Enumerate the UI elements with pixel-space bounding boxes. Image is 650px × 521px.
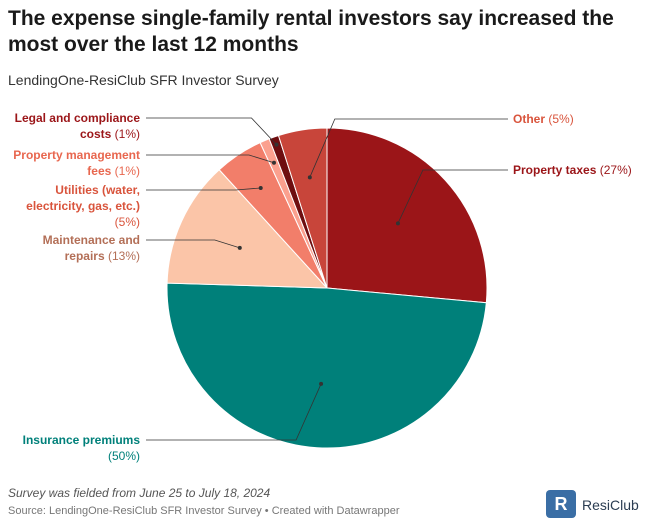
slice-value: (27%)	[599, 163, 632, 177]
slice-label: Legal and compliance costs (1%)	[4, 110, 140, 142]
slice-label: Utilities (water, electricity, gas, etc.…	[4, 182, 140, 230]
leader-line	[397, 169, 508, 224]
slice-label: Other (5%)	[513, 111, 648, 127]
leader-dot	[271, 160, 276, 165]
note: Survey was fielded from June 25 to July …	[8, 486, 271, 500]
leader-line	[146, 154, 275, 164]
leader-dot	[258, 185, 263, 190]
leader-dot	[237, 245, 242, 250]
svg-text:R: R	[555, 494, 568, 514]
chart-title: The expense single-family rental investo…	[8, 7, 614, 56]
pie-slice	[166, 169, 329, 289]
leader-line	[146, 117, 277, 145]
leader-line	[146, 383, 322, 441]
slice-value: (5%)	[548, 112, 574, 126]
pie-slice	[326, 127, 488, 304]
slice-name: Utilities (water, electricity, gas, etc.…	[26, 183, 140, 213]
pie-slice	[277, 127, 328, 289]
leader-dot	[395, 221, 400, 226]
pie-slice	[166, 282, 487, 449]
leader-dot	[319, 381, 324, 386]
slice-name: Legal and compliance costs	[14, 111, 140, 141]
chart-subtitle: LendingOne-ResiClub SFR Investor Survey	[8, 72, 279, 88]
slice-name: Property management fees	[13, 148, 140, 178]
slice-value: (13%)	[107, 249, 140, 263]
slice-label: Maintenance and repairs (13%)	[4, 232, 140, 264]
leader-line	[146, 239, 240, 249]
slice-label: Property taxes (27%)	[513, 162, 648, 178]
slice-name: Maintenance and repairs	[42, 233, 140, 263]
leader-line	[146, 187, 261, 191]
slice-name: Other	[513, 112, 546, 126]
slice-name: Insurance premiums	[22, 433, 140, 447]
slice-name: Property taxes	[513, 163, 597, 177]
slice-value: (1%)	[114, 164, 140, 178]
source: Source: LendingOne-ResiClub SFR Investor…	[8, 505, 400, 517]
leader-dot	[307, 175, 312, 180]
leader-line	[309, 118, 508, 178]
slice-value: (1%)	[114, 127, 140, 141]
logo-text: ResiClub	[582, 497, 639, 513]
slice-label: Property management fees (1%)	[4, 147, 140, 179]
slice-value: (50%)	[107, 449, 140, 463]
logo-icon: R	[546, 490, 576, 518]
leader-dot	[274, 142, 279, 147]
slice-label: Insurance premiums (50%)	[4, 432, 140, 464]
slice-value: (5%)	[114, 215, 140, 229]
